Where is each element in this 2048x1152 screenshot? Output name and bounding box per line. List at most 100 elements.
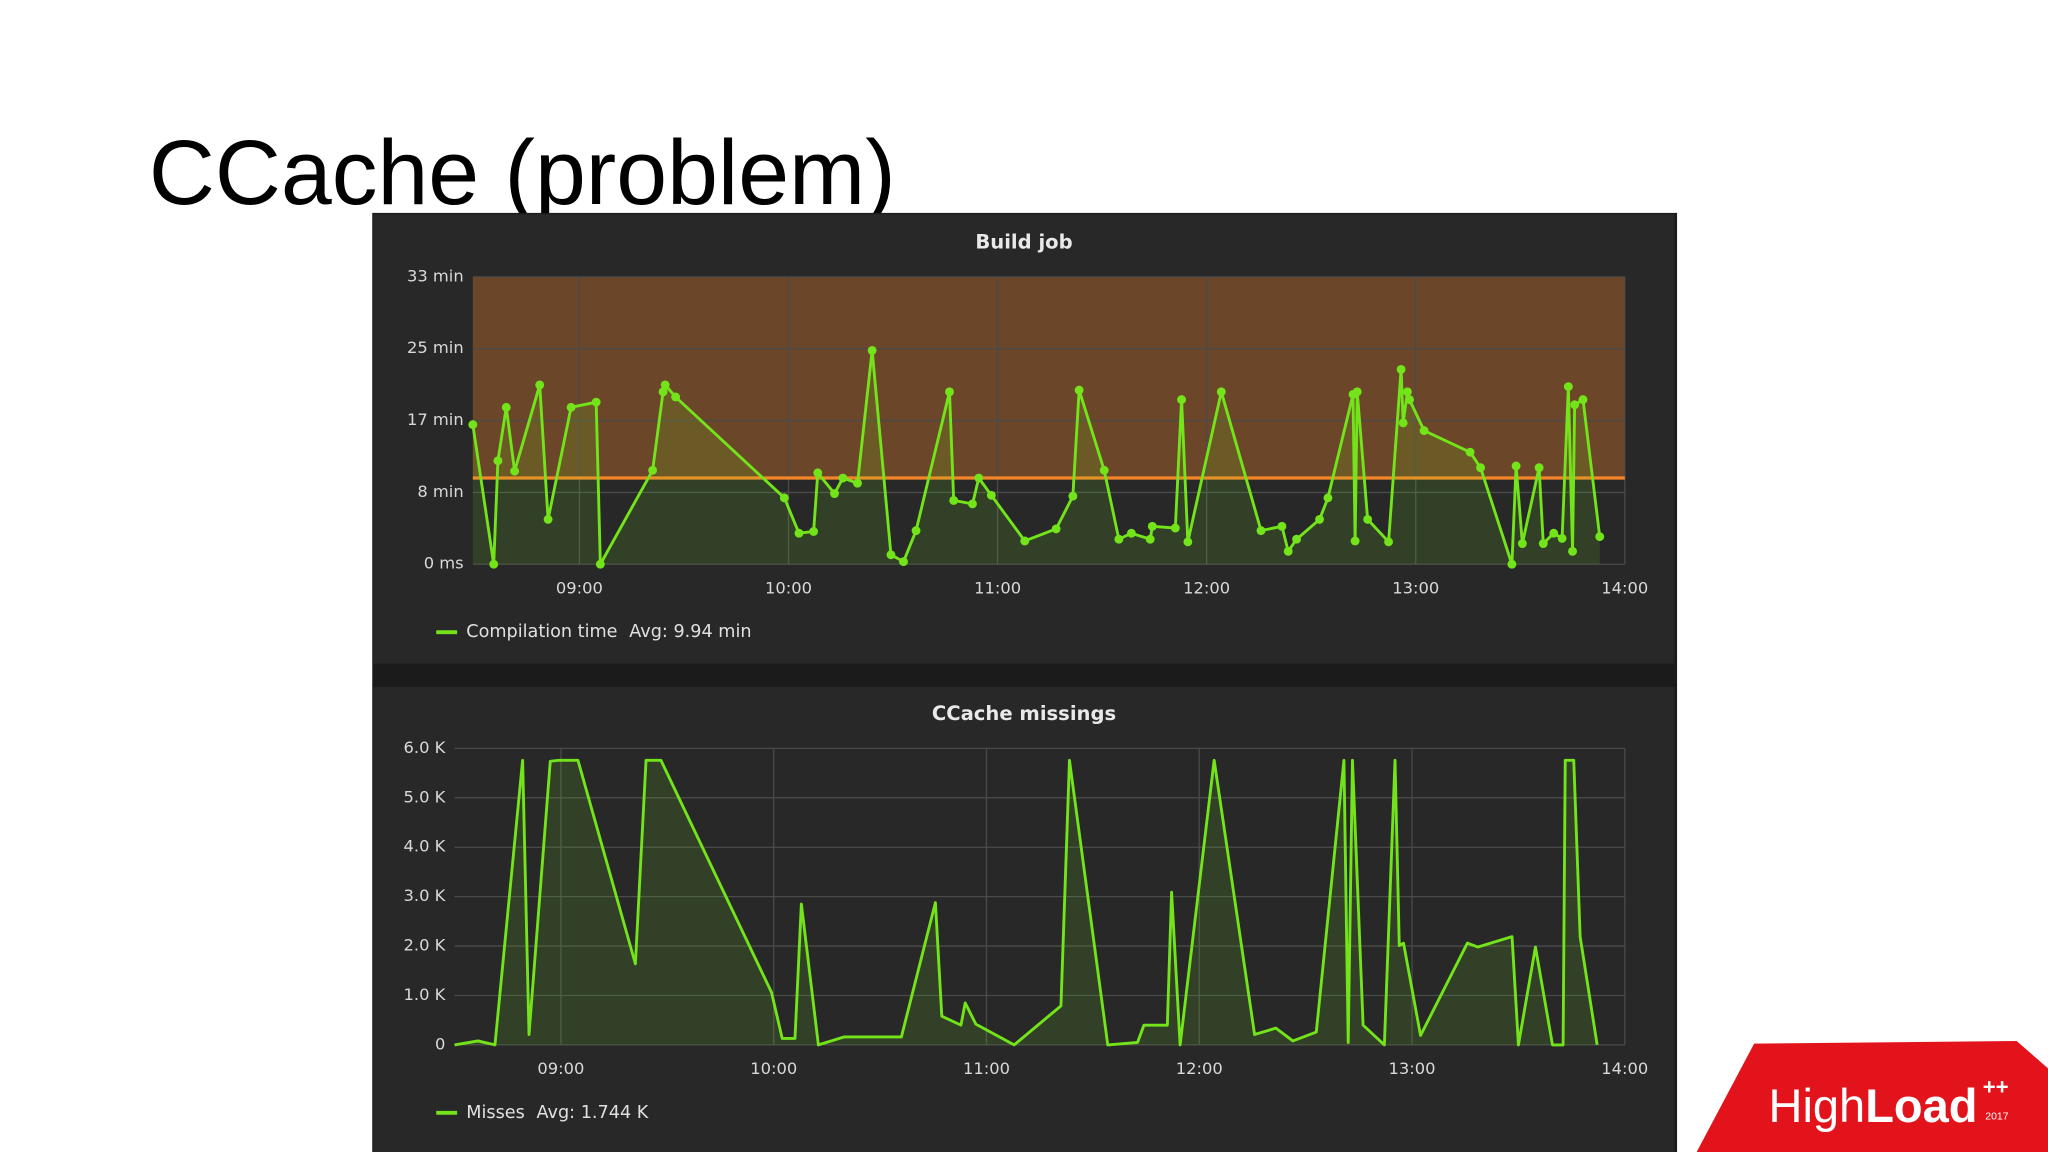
x-tick-label: 09:00 <box>556 579 603 598</box>
x-tick-label: 10:00 <box>750 1059 797 1078</box>
data-point <box>986 490 996 500</box>
x-tick-label: 13:00 <box>1389 1059 1436 1078</box>
series-fill <box>472 350 1600 565</box>
data-point <box>1402 387 1412 397</box>
data-point <box>1476 463 1485 473</box>
data-point <box>1570 400 1580 410</box>
data-point <box>1183 537 1193 547</box>
data-point <box>1511 461 1521 471</box>
data-point <box>911 526 921 536</box>
data-point <box>1126 528 1136 538</box>
data-point <box>671 392 681 402</box>
data-point <box>468 420 478 430</box>
logo-bold: Load <box>1865 1079 1977 1132</box>
panel-title: Build job <box>975 230 1072 253</box>
data-point <box>899 557 908 567</box>
data-point <box>809 527 819 536</box>
data-point <box>591 397 601 407</box>
y-tick-label: 0 ms <box>424 554 464 573</box>
data-point <box>1363 514 1373 524</box>
legend-label: Compilation time <box>466 622 617 642</box>
data-point <box>1256 526 1266 536</box>
data-point <box>1396 364 1406 374</box>
data-point <box>1563 382 1573 392</box>
data-point <box>1068 491 1078 501</box>
plots: Build job 0 ms 8 min 17 min 25 min 33 min 09:0… <box>404 230 1649 1122</box>
data-point <box>1398 418 1408 428</box>
data-point <box>1419 426 1429 436</box>
legend-avg: Avg: 1.744 K <box>537 1103 649 1123</box>
data-point <box>1595 532 1605 542</box>
data-point <box>1051 524 1061 534</box>
data-point <box>853 478 862 488</box>
data-point <box>1323 493 1333 503</box>
y-tick-label: 3.0 K <box>404 886 447 905</box>
legend-avg: Avg: 9.94 min <box>629 622 751 642</box>
x-tick-label: 12:00 <box>1176 1059 1223 1078</box>
logo-superscript: ++ <box>1983 1075 2009 1100</box>
threshold-region <box>472 276 1625 479</box>
legend-label: Misses <box>466 1103 525 1123</box>
data-point <box>595 559 605 569</box>
data-point <box>566 402 576 412</box>
series-line <box>454 758 1599 1047</box>
data-point <box>968 499 977 509</box>
data-point <box>1352 387 1362 397</box>
y-tick-label: 1.0 K <box>404 985 447 1004</box>
logo-text: HighLoad <box>1768 1079 1977 1132</box>
data-point <box>794 528 804 538</box>
y-tick-label: 2.0 K <box>404 936 447 955</box>
data-point <box>779 493 789 503</box>
data-point <box>1020 536 1030 546</box>
data-point <box>1350 536 1360 546</box>
y-tick-label: 33 min <box>407 266 464 285</box>
y-tick-label: 6.0 K <box>404 738 447 757</box>
data-point <box>1292 534 1302 544</box>
data-point <box>1099 465 1109 475</box>
data-point <box>1549 528 1559 538</box>
data-point <box>1517 539 1527 548</box>
data-point <box>1145 534 1155 544</box>
data-point <box>1283 546 1293 556</box>
data-point <box>1277 521 1287 531</box>
x-tick-label: 11:00 <box>974 579 1021 598</box>
data-point <box>1147 521 1157 531</box>
data-point <box>1578 395 1588 405</box>
data-point <box>1384 537 1394 547</box>
panel-title: CCache missings <box>932 702 1116 725</box>
x-tick-label: 12:00 <box>1183 579 1230 598</box>
data-point <box>1405 395 1414 405</box>
data-point <box>1170 523 1180 533</box>
y-tick-label: 17 min <box>407 410 464 429</box>
logo-badge <box>1696 1040 2048 1152</box>
data-point <box>974 473 984 483</box>
data-point <box>1465 447 1475 457</box>
panel <box>373 687 1675 1152</box>
slide-title: CCache (problem) <box>149 122 896 224</box>
data-point <box>838 473 848 483</box>
data-point <box>1507 559 1517 569</box>
y-tick-label: 8 min <box>417 482 463 501</box>
data-point <box>660 380 670 390</box>
data-point <box>648 465 658 475</box>
y-tick-label: 4.0 K <box>404 837 447 856</box>
x-tick-label: 14:00 <box>1601 1059 1648 1078</box>
data-point <box>945 387 954 397</box>
x-tick-label: 11:00 <box>963 1059 1010 1078</box>
data-point <box>886 550 896 560</box>
data-point <box>830 489 839 498</box>
data-point <box>1315 514 1325 524</box>
data-point <box>1074 385 1084 395</box>
data-point <box>813 468 823 478</box>
logo-year: 2017 <box>1985 1111 2008 1122</box>
data-point <box>1534 463 1544 473</box>
data-point <box>867 345 877 355</box>
data-point <box>1216 387 1226 397</box>
data-point <box>1177 395 1187 405</box>
data-point <box>1568 546 1577 556</box>
data-point <box>493 456 503 466</box>
panel <box>373 214 1675 664</box>
logo-light: High <box>1768 1079 1865 1132</box>
data-point <box>1538 539 1548 548</box>
